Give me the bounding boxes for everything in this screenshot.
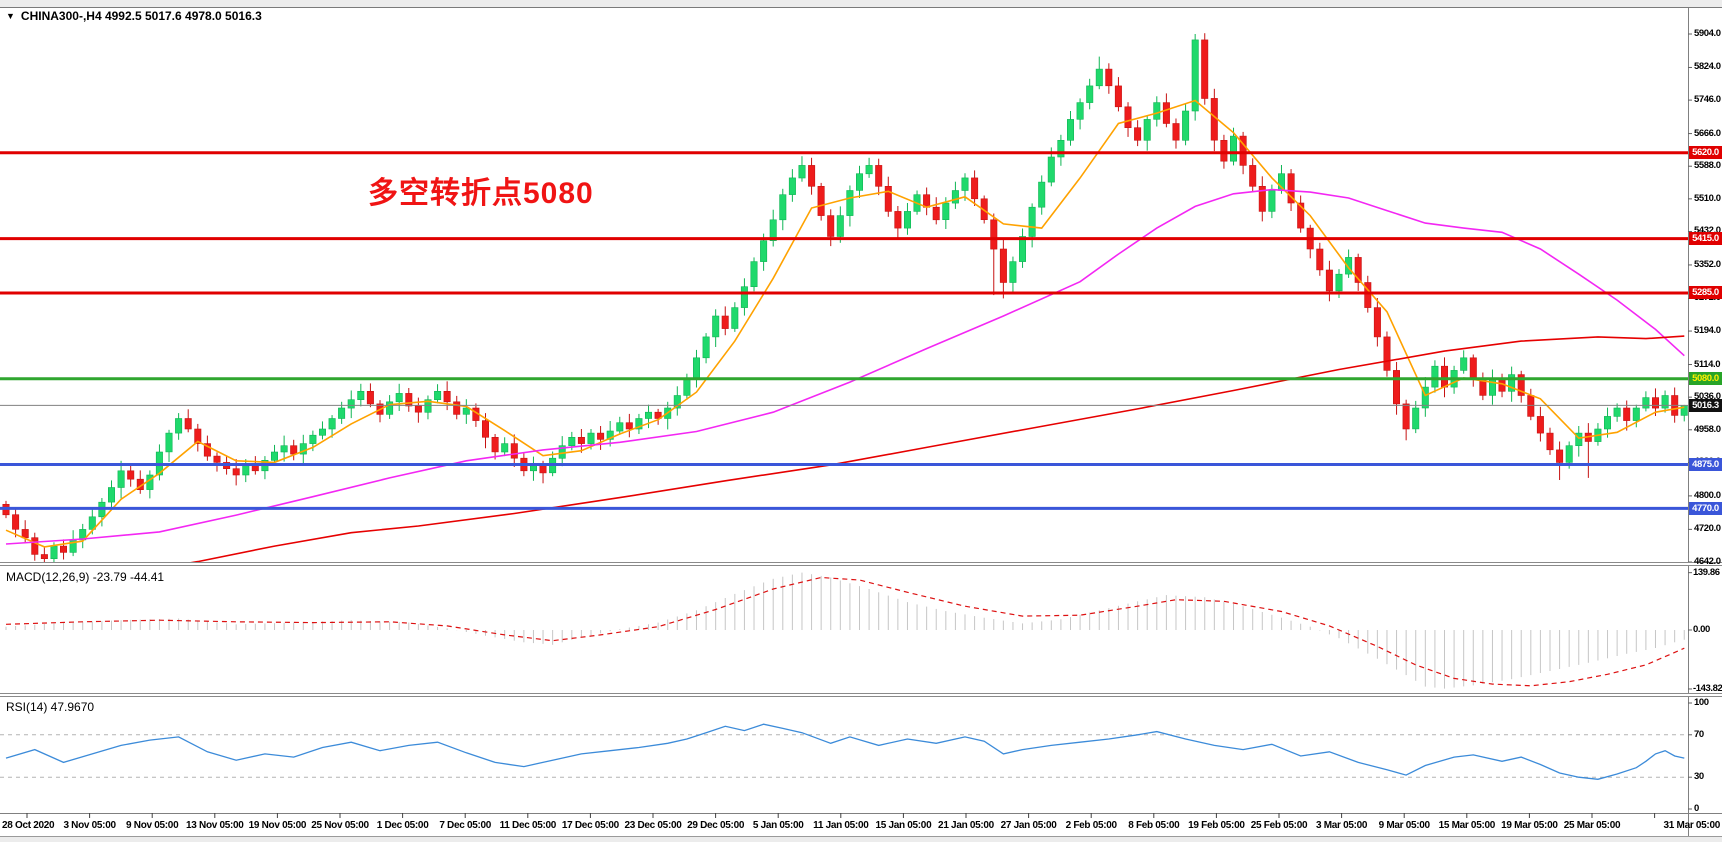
- price-axis-tick-label: 5036.0: [1694, 391, 1721, 403]
- price-axis-tick-label: 5746.0: [1694, 94, 1721, 106]
- rsi-indicator-label: RSI(14) 47.9670: [6, 700, 95, 714]
- time-axis-label: 8 Feb 05:00: [1128, 820, 1180, 831]
- panel-separator-macd-rsi[interactable]: [0, 693, 1722, 697]
- time-axis-label: 3 Nov 05:00: [63, 820, 116, 831]
- ma-slow-red: [190, 335, 1685, 562]
- time-ticks-layer: [26, 813, 1656, 818]
- time-axis-label: 27 Jan 05:00: [1000, 820, 1057, 831]
- symbol-dropdown-icon[interactable]: ▼: [6, 11, 15, 21]
- time-axis-label: 1 Dec 05:00: [376, 820, 429, 831]
- level-lines-layer: [0, 151, 1688, 510]
- macd-layer: [5, 572, 1685, 689]
- price-axis-tick-label: 5510.0: [1694, 192, 1721, 204]
- time-axis-label: 25 Mar 05:00: [1563, 820, 1621, 831]
- symbol-header: ▼ CHINA300-,H4 4992.5 5017.6 4978.0 5016.…: [6, 9, 262, 23]
- time-axis-label: 15 Jan 05:00: [875, 820, 932, 831]
- price-axis-tick-label: 5904.0: [1694, 28, 1721, 39]
- price-level-badge: 4875.0: [1689, 458, 1722, 472]
- time-axis-label: 19 Nov 05:00: [248, 820, 307, 831]
- rsi-axis-tick-label: 100: [1694, 697, 1709, 708]
- price-axis-tick-label: 4958.0: [1694, 423, 1721, 435]
- price-axis-tick-label: 5194.0: [1694, 325, 1721, 337]
- candles-layer: [2, 33, 1688, 562]
- price-axis-tick-label: 4720.0: [1694, 523, 1721, 535]
- price-level-badge: 5285.0: [1689, 286, 1722, 300]
- price-axis-tick-label: 5666.0: [1694, 127, 1721, 139]
- ma-fast-orange: [5, 99, 1685, 548]
- symbol-ohlc-info: CHINA300-,H4 4992.5 5017.6 4978.0 5016.3: [20, 9, 262, 23]
- time-axis-label: 13 Nov 05:00: [186, 820, 244, 831]
- time-axis-label: 5 Jan 05:00: [752, 820, 804, 831]
- rsi-layer: [0, 723, 1688, 780]
- time-axis-label: 2 Feb 05:00: [1065, 820, 1117, 831]
- time-axis-label: 3 Mar 05:00: [1316, 820, 1368, 831]
- time-axis-label: 28 Oct 2020: [2, 820, 55, 831]
- time-axis-label: 21 Jan 05:00: [938, 820, 994, 831]
- borders-layer: [0, 7, 1722, 837]
- price-level-badge: 5080.0: [1689, 372, 1722, 386]
- time-axis-label: 31 Mar 05:00: [1663, 820, 1721, 831]
- macd-indicator-label: MACD(12,26,9) -23.79 -44.41: [6, 570, 165, 584]
- price-level-badge: 5620.0: [1689, 146, 1722, 160]
- time-axis-label: 25 Nov 05:00: [311, 820, 369, 831]
- macd-axis-tick-label: 0.00: [1693, 624, 1710, 635]
- ma-mid-magenta: [5, 188, 1685, 545]
- time-axis-label: 11 Jan 05:00: [813, 820, 869, 831]
- price-axis-tick-label: 5432.0: [1694, 225, 1721, 237]
- time-axis-label: 17 Dec 05:00: [561, 820, 619, 831]
- time-axis-label: 25 Feb 05:00: [1250, 820, 1308, 831]
- price-level-badge: 4770.0: [1689, 501, 1722, 515]
- price-axis-tick-label: 5114.0: [1694, 358, 1721, 370]
- rsi-axis-tick-label: 0: [1694, 803, 1699, 814]
- macd-axis-tick-label: -143.82: [1693, 682, 1722, 694]
- time-axis-label: 23 Dec 05:00: [624, 820, 682, 831]
- price-axis-tick-label: 4642.0: [1694, 556, 1721, 567]
- price-axis-tick-label: 5352.0: [1694, 258, 1721, 270]
- time-axis-label: 11 Dec 05:00: [499, 820, 557, 831]
- time-axis-label: 19 Mar 05:00: [1501, 820, 1558, 831]
- rsi-axis-tick-label: 30: [1694, 771, 1704, 783]
- window-top-strip: [0, 0, 1722, 7]
- rsi-axis-tick-label: 70: [1694, 728, 1704, 740]
- annotation-text: 多空转折点5080: [368, 177, 594, 210]
- price-axis-tick-label: 5824.0: [1694, 61, 1721, 73]
- ma-lines-layer: [5, 99, 1685, 562]
- time-axis-label: 29 Dec 05:00: [687, 820, 745, 831]
- panel-separator-main-macd[interactable]: [0, 562, 1722, 566]
- time-axis-label: 19 Feb 05:00: [1188, 820, 1245, 831]
- price-axis-tick-label: 5588.0: [1694, 160, 1721, 172]
- time-axis-label: 15 Mar 05:00: [1438, 820, 1496, 831]
- macd-axis-tick-label: 139.86: [1693, 566, 1720, 578]
- price-level-badge: 5016.3: [1689, 398, 1722, 412]
- time-axis-label: 9 Mar 05:00: [1378, 820, 1430, 831]
- time-axis-label: 7 Dec 05:00: [439, 820, 492, 831]
- price-axis-tick-label: 4800.0: [1694, 489, 1721, 501]
- window-bottom-strip: [0, 837, 1722, 842]
- price-level-badge: 5415.0: [1689, 232, 1722, 246]
- time-axis-label: 9 Nov 05:00: [126, 820, 179, 831]
